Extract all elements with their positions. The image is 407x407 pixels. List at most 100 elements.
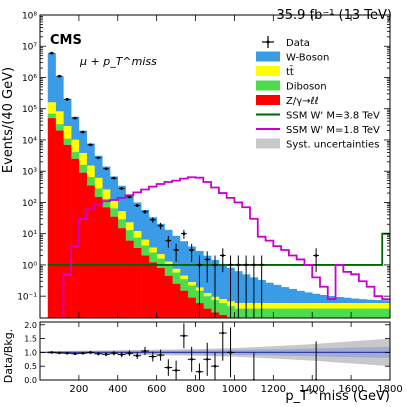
bar-w-boson-43 <box>382 300 390 304</box>
bar-diboson-14 <box>156 258 165 268</box>
bar-w-boson-33 <box>304 292 313 304</box>
bar-tt--7 <box>102 189 111 199</box>
data-point-5 <box>87 143 94 147</box>
bar-diboson-9 <box>117 219 126 229</box>
bar-diboson-8 <box>110 208 119 217</box>
bar-z--9 <box>117 228 126 318</box>
bar-diboson-17 <box>180 279 189 291</box>
bar-diboson-0 <box>47 113 56 119</box>
data-point-26 <box>251 255 257 318</box>
ratio-point-19 <box>195 363 204 380</box>
bar-tt--8 <box>110 199 119 209</box>
bar-z--10 <box>125 240 134 318</box>
bar-diboson-31 <box>288 308 297 318</box>
bar-tt--38 <box>343 303 352 309</box>
ratio-point-17 <box>180 323 188 349</box>
bar-w-boson-39 <box>351 298 360 304</box>
ratio-point-1 <box>55 351 64 355</box>
ratio-point-5 <box>86 351 95 354</box>
ratio-point-16 <box>172 360 180 380</box>
bar-diboson-30 <box>281 308 290 318</box>
data-point-11 <box>134 204 141 208</box>
bar-z--5 <box>86 185 95 318</box>
data-point-9 <box>118 187 125 190</box>
bar-tt--29 <box>273 303 282 309</box>
bar-w-boson-42 <box>374 300 383 304</box>
bar-w-boson-6 <box>94 155 103 178</box>
bar-tt--37 <box>335 303 344 309</box>
bar-diboson-4 <box>78 164 87 173</box>
ytick-label-3: 10² <box>22 199 37 209</box>
bar-tt--41 <box>366 303 375 309</box>
xtick-label-0: 200 <box>69 384 88 395</box>
signal-line-2 <box>47 176 390 318</box>
bar-w-boson-34 <box>312 293 321 304</box>
bar-z--12 <box>141 255 150 318</box>
legend-entry-2: tt̄ <box>256 65 294 78</box>
ratio-point-13 <box>148 351 157 362</box>
main-frame <box>39 14 391 319</box>
bar-diboson-33 <box>304 308 313 318</box>
bar-tt--16 <box>172 268 181 273</box>
bar-diboson-15 <box>164 265 173 276</box>
bar-tt--15 <box>164 261 173 266</box>
bar-diboson-34 <box>312 308 321 318</box>
ratio-point-21 <box>211 352 219 380</box>
legend-entry-4: Z/γ→ℓℓ <box>256 95 319 107</box>
bar-w-boson-40 <box>358 299 367 304</box>
bar-diboson-5 <box>86 177 95 186</box>
ratio-ytick-label-2: 1.0 <box>24 348 37 357</box>
bar-tt--43 <box>382 303 390 309</box>
bar-z--14 <box>156 267 165 318</box>
ratio-ytick-label-0: 0.0 <box>24 376 37 385</box>
data-point-1 <box>56 74 63 78</box>
bar-z--4 <box>78 172 87 318</box>
bar-tt--2 <box>63 125 72 139</box>
bar-tt--14 <box>156 254 165 259</box>
bar-diboson-1 <box>55 124 64 131</box>
bar-z--17 <box>180 290 189 318</box>
bar-tt--33 <box>304 303 313 309</box>
data-point-8 <box>111 176 117 180</box>
bar-w-boson-3 <box>71 116 80 140</box>
legend-entry-6: SSM W' M=1.8 TeV <box>256 125 380 136</box>
bar-diboson-13 <box>148 252 157 263</box>
ytick-label-5: 10⁴ <box>22 136 37 146</box>
legend-label-0: Data <box>286 38 310 49</box>
bar-diboson-37 <box>335 308 344 318</box>
ratio-point-15 <box>164 359 173 376</box>
legend-label-6: SSM W' M=1.8 TeV <box>286 125 380 136</box>
bar-diboson-12 <box>141 245 150 256</box>
legend-label-5: SSM W' M=3.8 TeV <box>286 111 380 122</box>
bar-w-boson-0 <box>47 53 56 103</box>
bar-w-boson-8 <box>110 176 119 200</box>
xtick-label-3: 800 <box>186 384 205 395</box>
bar-tt--42 <box>374 303 383 309</box>
xtick-label-6: 1400 <box>299 384 324 395</box>
ytick-label-7: 10⁶ <box>22 74 37 84</box>
bar-diboson-3 <box>71 152 80 159</box>
bar-diboson-28 <box>265 308 274 318</box>
bar-w-boson-2 <box>63 98 72 126</box>
ratio-point-9 <box>117 352 126 358</box>
data-point-12 <box>142 210 148 214</box>
main-ylabel: Events/(40 GeV) <box>1 67 16 173</box>
legend-entry-3: Diboson <box>256 80 327 93</box>
bar-w-boson-10 <box>125 194 134 223</box>
ratio-point-14 <box>156 349 165 361</box>
data-point-10 <box>126 195 133 199</box>
ratio-point-0 <box>47 351 56 354</box>
bar-w-boson-30 <box>281 287 290 304</box>
data-point-34 <box>313 248 319 273</box>
bar-tt--28 <box>265 303 274 309</box>
ratio-point-4 <box>78 351 87 355</box>
data-point-4 <box>79 130 86 134</box>
bar-z--11 <box>133 247 142 318</box>
legend-label-7: Syst. uncertainties <box>286 140 379 151</box>
bar-diboson-32 <box>296 308 305 318</box>
bar-tt--22 <box>218 299 227 304</box>
ratio-ytick-label-1: 0.5 <box>24 362 37 371</box>
main-panel: 10⁻¹ 10⁰ 10¹ 10² 10³ 10⁴ 10⁵ 10⁶ 10⁷ 10⁸ <box>17 12 391 319</box>
ytick-label-9: 10⁸ <box>22 12 37 22</box>
bar-tt--40 <box>358 303 367 309</box>
